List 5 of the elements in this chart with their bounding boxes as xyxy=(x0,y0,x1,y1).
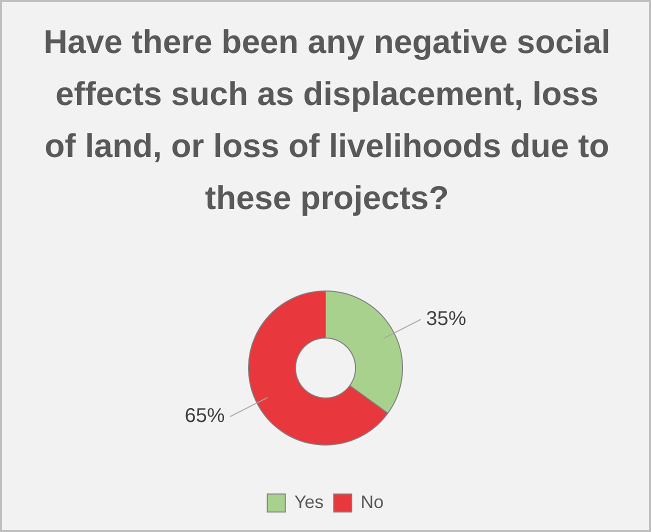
chart-title: Have there been any negative social effects such as displacement, loss of land, or loss of livelihoods due to these projects? xyxy=(42,22,612,218)
legend-label: No xyxy=(360,492,384,512)
data-label: 35% xyxy=(426,308,466,330)
legend-label: Yes xyxy=(294,492,324,512)
data-label: 65% xyxy=(184,405,226,428)
